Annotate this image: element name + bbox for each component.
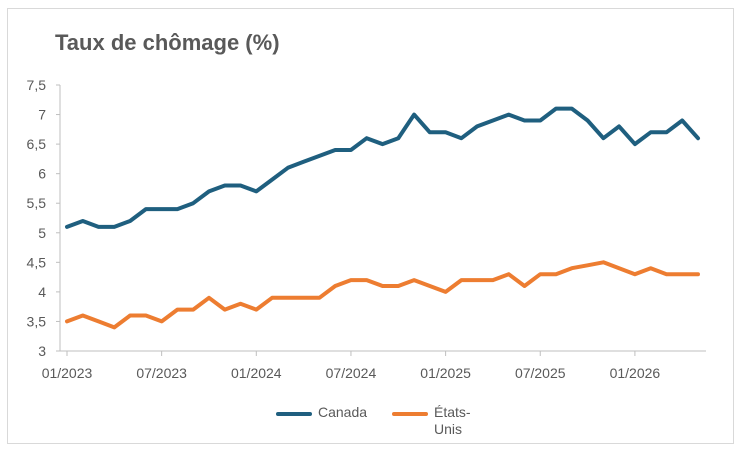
series-line-etats-unis	[65, 260, 700, 330]
y-tick-label: 5	[38, 225, 46, 241]
legend-label-line-2: Unis	[434, 421, 463, 437]
y-tick-label: 6,5	[27, 136, 47, 152]
x-tick-label: 07/2023	[136, 365, 187, 381]
x-tick-label: 01/2024	[231, 365, 282, 381]
legend-label-canada: Canada	[318, 404, 368, 420]
y-tick-label: 4,5	[27, 254, 47, 270]
legend-label-etats-unis: États- Unis	[434, 404, 471, 438]
legend-item-canada: Canada	[276, 404, 367, 421]
y-tick-label: 6	[38, 166, 46, 182]
legend-swatch-etats-unis	[392, 412, 428, 416]
legend-label-line-1: États-	[434, 404, 471, 420]
y-tick-label: 7	[38, 107, 46, 123]
legend-item-etats-unis: États- Unis	[392, 404, 471, 438]
series-line-canada	[65, 106, 700, 229]
chart-title: Taux de chômage (%)	[55, 30, 280, 55]
y-tick-label: 7,5	[27, 77, 47, 93]
x-tick-label: 01/2026	[610, 365, 661, 381]
x-tick-label: 07/2024	[326, 365, 377, 381]
y-tick-label: 5,5	[27, 195, 47, 211]
chart-frame	[7, 8, 734, 444]
y-tick-label: 3	[38, 343, 46, 359]
y-tick-label: 4	[38, 284, 46, 300]
legend-swatch-canada	[276, 412, 312, 416]
x-tick-label: 07/2025	[515, 365, 566, 381]
x-tick-label: 01/2025	[420, 365, 471, 381]
x-tick-label: 01/2023	[42, 365, 93, 381]
line-chart: 3 3,5 4 4,5 5 5,5 6 6,5 7 7,5 01/2023 07/2023 01/202…	[27, 77, 706, 381]
y-tick-label: 3,5	[27, 313, 47, 329]
